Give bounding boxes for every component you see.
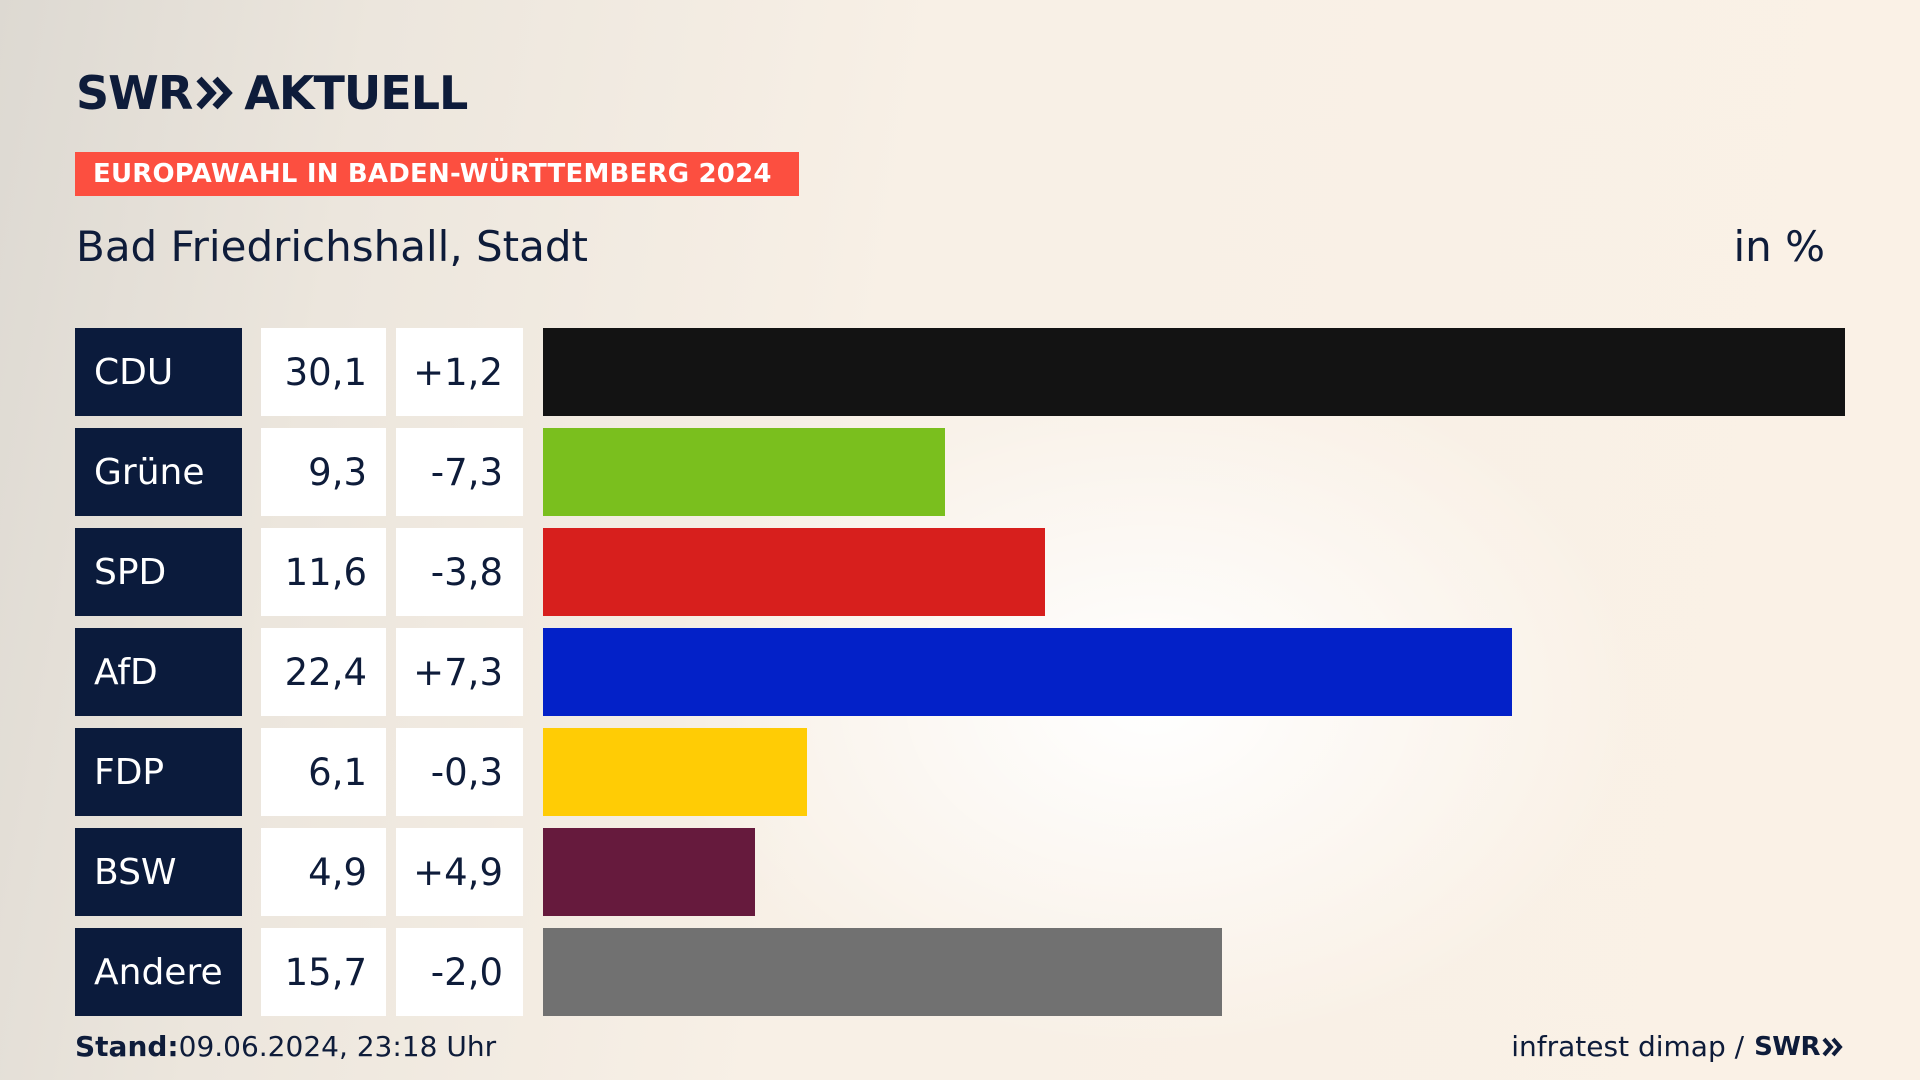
vote-share-change: +7,3 — [396, 628, 523, 716]
source-brand-logo: SWR — [1754, 1032, 1844, 1062]
vote-share-bar — [543, 528, 1045, 616]
result-row: Grüne 9,3 -7,3 — [75, 428, 1845, 516]
vote-share-change: +1,2 — [396, 328, 523, 416]
vote-share-value: 6,1 — [261, 728, 386, 816]
vote-share-change: -0,3 — [396, 728, 523, 816]
result-row: CDU 30,1 +1,2 — [75, 328, 1845, 416]
source-brand: SWR — [1754, 1031, 1820, 1062]
vote-share-value: 22,4 — [261, 628, 386, 716]
party-label: Andere — [75, 928, 242, 1016]
page-title: Bad Friedrichshall, Stadt — [76, 222, 589, 271]
results-chart: CDU 30,1 +1,2 Grüne 9,3 -7,3 SPD 11,6 -3,8 AfD 22,… — [75, 328, 1845, 1028]
source-credit: infratest dimap / SWR — [1511, 1030, 1844, 1063]
party-label: SPD — [75, 528, 242, 616]
result-row: BSW 4,9 +4,9 — [75, 828, 1845, 916]
vote-share-bar — [543, 928, 1223, 1016]
unit-label: in % — [1733, 222, 1825, 271]
stand-label: Stand: — [75, 1030, 179, 1063]
swr-aktuell-logo: SWR AKTUELL — [76, 66, 468, 120]
source-text: infratest dimap / — [1511, 1030, 1745, 1063]
brand-swr: SWR — [76, 66, 193, 120]
stand-value: 09.06.2024, 23:18 Uhr — [178, 1030, 497, 1063]
result-row: Andere 15,7 -2,0 — [75, 928, 1845, 1016]
vote-share-value: 9,3 — [261, 428, 386, 516]
double-chevron-icon — [1822, 1037, 1843, 1056]
vote-share-value: 30,1 — [261, 328, 386, 416]
party-label: FDP — [75, 728, 242, 816]
vote-share-change: +4,9 — [396, 828, 523, 916]
vote-share-bar — [543, 628, 1512, 716]
party-label: AfD — [75, 628, 242, 716]
vote-share-value: 4,9 — [261, 828, 386, 916]
double-chevron-icon — [196, 76, 234, 110]
vote-share-change: -7,3 — [396, 428, 523, 516]
vote-share-change: -2,0 — [396, 928, 523, 1016]
vote-share-bar — [543, 428, 946, 516]
vote-share-bar — [543, 728, 807, 816]
vote-share-value: 15,7 — [261, 928, 386, 1016]
result-row: FDP 6,1 -0,3 — [75, 728, 1845, 816]
vote-share-change: -3,8 — [396, 528, 523, 616]
party-label: Grüne — [75, 428, 242, 516]
vote-share-value: 11,6 — [261, 528, 386, 616]
party-label: BSW — [75, 828, 242, 916]
result-row: SPD 11,6 -3,8 — [75, 528, 1845, 616]
timestamp: Stand:09.06.2024, 23:18 Uhr — [75, 1030, 496, 1063]
vote-share-bar — [543, 828, 755, 916]
vote-share-bar — [543, 328, 1845, 416]
election-banner: EUROPAWAHL IN BADEN-WÜRTTEMBERG 2024 — [75, 152, 799, 196]
party-label: CDU — [75, 328, 242, 416]
result-row: AfD 22,4 +7,3 — [75, 628, 1845, 716]
brand-aktuell: AKTUELL — [244, 66, 468, 120]
